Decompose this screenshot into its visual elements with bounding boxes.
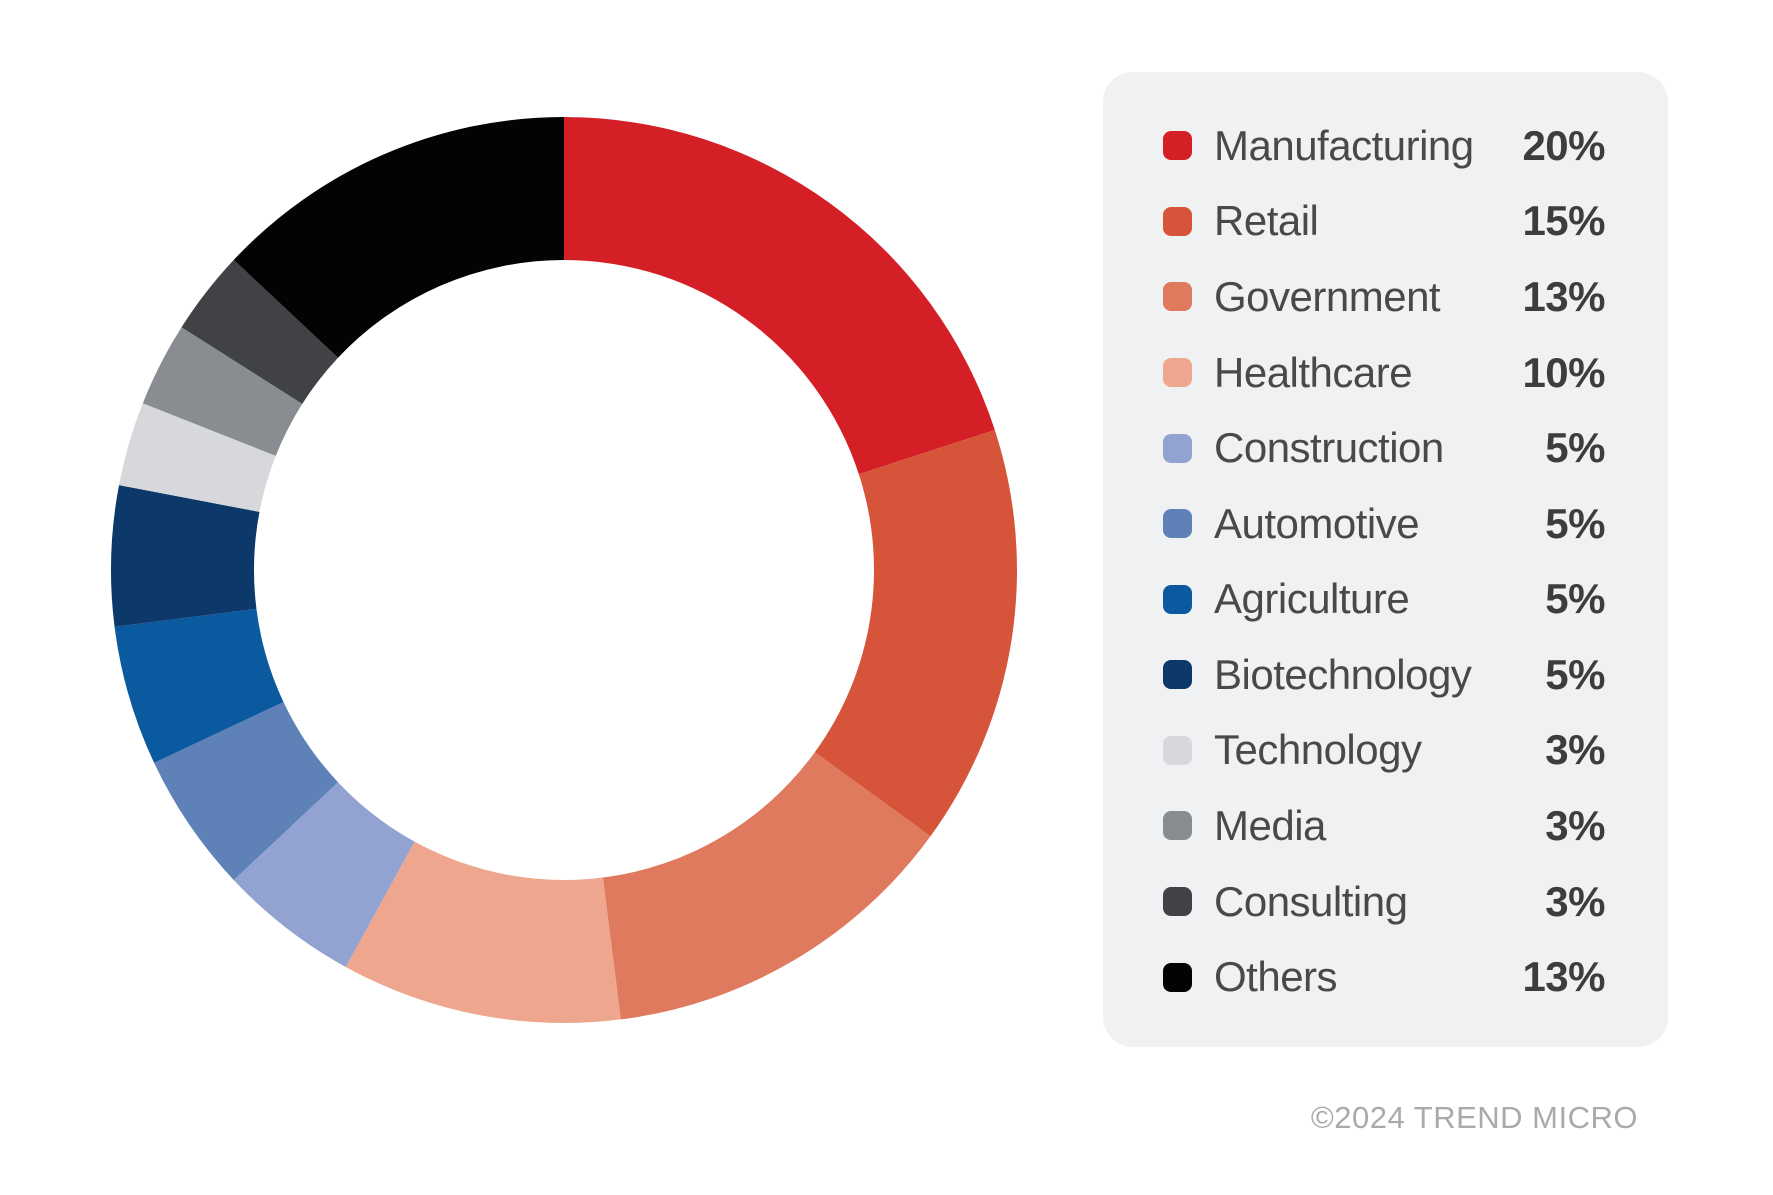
donut-segment-healthcare xyxy=(345,841,621,1024)
legend-item-others: Others 13% xyxy=(1163,939,1605,1015)
legend-item-media: Media 3% xyxy=(1163,788,1605,864)
legend-swatch-icon xyxy=(1163,509,1192,539)
donut-segment-others xyxy=(233,117,564,358)
legend-label: Retail xyxy=(1214,197,1319,245)
legend-value: 10% xyxy=(1522,348,1605,396)
legend-value: 3% xyxy=(1545,726,1605,774)
donut-segment-government xyxy=(602,752,931,1020)
legend-item-retail: Retail 15% xyxy=(1163,184,1605,260)
legend-value: 5% xyxy=(1545,650,1605,698)
legend-label: Consulting xyxy=(1214,877,1408,925)
legend-label: Biotechnology xyxy=(1214,650,1472,698)
legend-label: Construction xyxy=(1214,424,1444,472)
legend-value: 5% xyxy=(1545,424,1605,472)
donut-segment-biotechnology xyxy=(110,485,260,627)
donut-segment-manufacturing xyxy=(564,117,995,475)
legend-item-automotive: Automotive 5% xyxy=(1163,486,1605,562)
legend-swatch-icon xyxy=(1163,282,1192,312)
legend-value: 5% xyxy=(1545,575,1605,623)
legend-label: Media xyxy=(1214,801,1326,849)
legend-swatch-icon xyxy=(1163,433,1192,463)
donut-segment-consulting xyxy=(181,259,339,404)
legend-label: Technology xyxy=(1214,726,1422,774)
legend-panel: Manufacturing 20% Retail 15% Government 13% He… xyxy=(1103,72,1668,1047)
legend-swatch-icon xyxy=(1163,962,1192,992)
copyright-text: ©2024 TREND MICRO xyxy=(1310,1100,1638,1135)
legend-swatch-icon xyxy=(1163,358,1192,388)
legend-value: 13% xyxy=(1522,953,1605,1001)
donut-segment-technology xyxy=(119,403,276,512)
legend-value: 5% xyxy=(1545,499,1605,547)
legend-value: 13% xyxy=(1522,272,1605,320)
legend-label: Automotive xyxy=(1214,499,1420,547)
legend-swatch-icon xyxy=(1163,131,1192,161)
legend-item-healthcare: Healthcare 10% xyxy=(1163,335,1605,411)
legend-swatch-icon xyxy=(1163,811,1192,841)
legend-value: 3% xyxy=(1545,801,1605,849)
legend-swatch-icon xyxy=(1163,206,1192,236)
legend-value: 3% xyxy=(1545,877,1605,925)
legend-label: Agriculture xyxy=(1214,575,1410,623)
donut-segment-automotive xyxy=(154,701,339,881)
legend-item-manufacturing: Manufacturing 20% xyxy=(1163,108,1605,184)
legend-item-technology: Technology 3% xyxy=(1163,713,1605,789)
legend-label: Manufacturing xyxy=(1214,121,1474,169)
legend-swatch-icon xyxy=(1163,735,1192,765)
legend-swatch-icon xyxy=(1163,584,1192,614)
legend-swatch-icon xyxy=(1163,887,1192,917)
legend-swatch-icon xyxy=(1163,660,1192,690)
legend-label: Government xyxy=(1214,272,1441,320)
donut-segment-media xyxy=(142,327,303,456)
legend-item-biotechnology: Biotechnology 5% xyxy=(1163,637,1605,713)
donut-segment-construction xyxy=(233,782,415,967)
legend-item-construction: Construction 5% xyxy=(1163,410,1605,486)
donut-segment-agriculture xyxy=(114,608,284,763)
legend-value: 15% xyxy=(1522,197,1605,245)
legend-label: Others xyxy=(1214,953,1338,1001)
legend-item-government: Government 13% xyxy=(1163,259,1605,335)
legend-label: Healthcare xyxy=(1214,348,1413,396)
legend-item-agriculture: Agriculture 5% xyxy=(1163,561,1605,637)
legend-value: 20% xyxy=(1522,121,1605,169)
donut-segment-retail xyxy=(814,430,1017,837)
legend-item-consulting: Consulting 3% xyxy=(1163,864,1605,940)
